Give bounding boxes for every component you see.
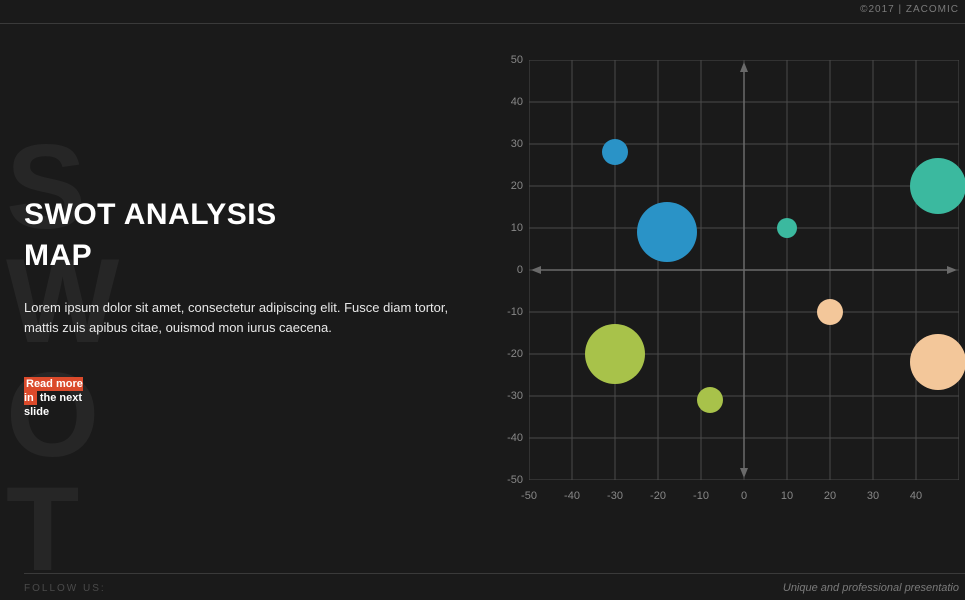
left-content: SWOT ANALYSIS MAP Lorem ipsum dolor sit …: [24, 195, 454, 420]
chart-plot-area: [529, 60, 959, 480]
slide-description: Lorem ipsum dolor sit amet, consectetur …: [24, 298, 454, 338]
footer-tagline: Unique and professional presentatio: [783, 582, 959, 594]
y-tick-label: 40: [511, 96, 523, 108]
x-tick-label: 10: [781, 490, 793, 502]
top-divider: [0, 0, 965, 24]
y-tick-label: 10: [511, 222, 523, 234]
chart-bubble: [910, 334, 965, 390]
chart-bubble: [777, 218, 797, 238]
x-axis-labels: -50-40-30-20-10010203040: [529, 486, 959, 506]
swot-bubble-chart: -50-40-30-20-1001020304050 -50-40-30-20-…: [495, 60, 965, 530]
x-tick-label: -50: [521, 490, 537, 502]
y-tick-label: -40: [507, 432, 523, 444]
x-tick-label: 20: [824, 490, 836, 502]
x-tick-label: 30: [867, 490, 879, 502]
chart-bubble: [697, 387, 723, 413]
y-tick-label: -10: [507, 306, 523, 318]
y-axis-labels: -50-40-30-20-1001020304050: [495, 60, 529, 480]
y-tick-label: 30: [511, 138, 523, 150]
y-tick-label: 0: [517, 264, 523, 276]
y-tick-label: -20: [507, 348, 523, 360]
bottom-divider: [24, 573, 965, 574]
x-tick-label: 0: [741, 490, 747, 502]
chart-bubble: [910, 158, 965, 214]
y-tick-label: 20: [511, 180, 523, 192]
title-line-2: MAP: [24, 236, 454, 277]
x-tick-label: 40: [910, 490, 922, 502]
title-line-1: SWOT ANALYSIS: [24, 195, 454, 236]
chart-grid: [529, 60, 959, 480]
x-tick-label: -30: [607, 490, 623, 502]
y-tick-label: 50: [511, 54, 523, 66]
x-tick-label: -40: [564, 490, 580, 502]
follow-us-label: FOLLOW US:: [24, 583, 106, 594]
y-tick-label: -50: [507, 474, 523, 486]
chart-bubble: [602, 139, 628, 165]
read-more-button[interactable]: Read more in the next slide: [24, 378, 94, 419]
chart-bubble: [585, 324, 645, 384]
slide-title: SWOT ANALYSIS MAP: [24, 195, 454, 276]
x-tick-label: -20: [650, 490, 666, 502]
chart-bubble: [637, 202, 697, 262]
x-tick-label: -10: [693, 490, 709, 502]
y-tick-label: -30: [507, 390, 523, 402]
chart-bubble: [817, 299, 843, 325]
copyright-text: ©2017 | ZACOMIC: [860, 4, 959, 15]
